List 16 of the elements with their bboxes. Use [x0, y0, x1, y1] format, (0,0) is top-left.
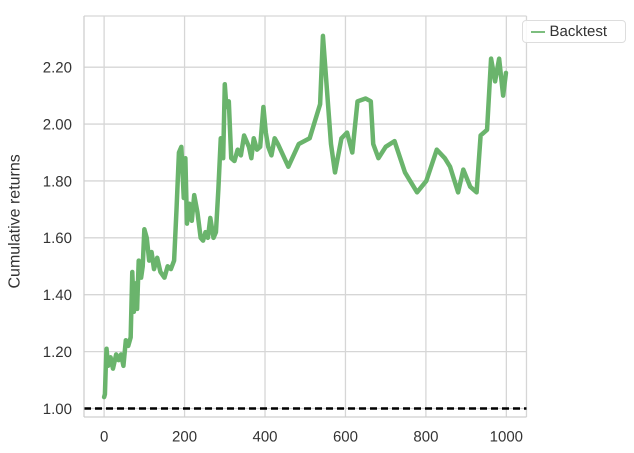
y-tick-label: 1.00 — [42, 400, 72, 418]
x-tick-label: 600 — [332, 428, 358, 446]
legend-label: Backtest — [549, 23, 607, 40]
x-tick-label: 400 — [252, 428, 278, 446]
y-tick-label: 1.60 — [42, 230, 72, 248]
y-tick-label: 1.20 — [42, 344, 72, 361]
x-tick-label: 200 — [172, 428, 198, 446]
x-tick-label: 0 — [100, 428, 108, 446]
line-series — [102, 34, 508, 400]
y-tick-label: 1.80 — [42, 173, 72, 190]
y-axis-title: Cumulative returns — [6, 154, 24, 288]
y-tick-label: 2.00 — [42, 116, 72, 134]
y-tick-label: 1.40 — [42, 287, 72, 304]
y-tick-label: 2.20 — [42, 60, 72, 77]
x-tick-label: 1000 — [490, 428, 524, 446]
x-tick-label: 800 — [413, 428, 438, 446]
